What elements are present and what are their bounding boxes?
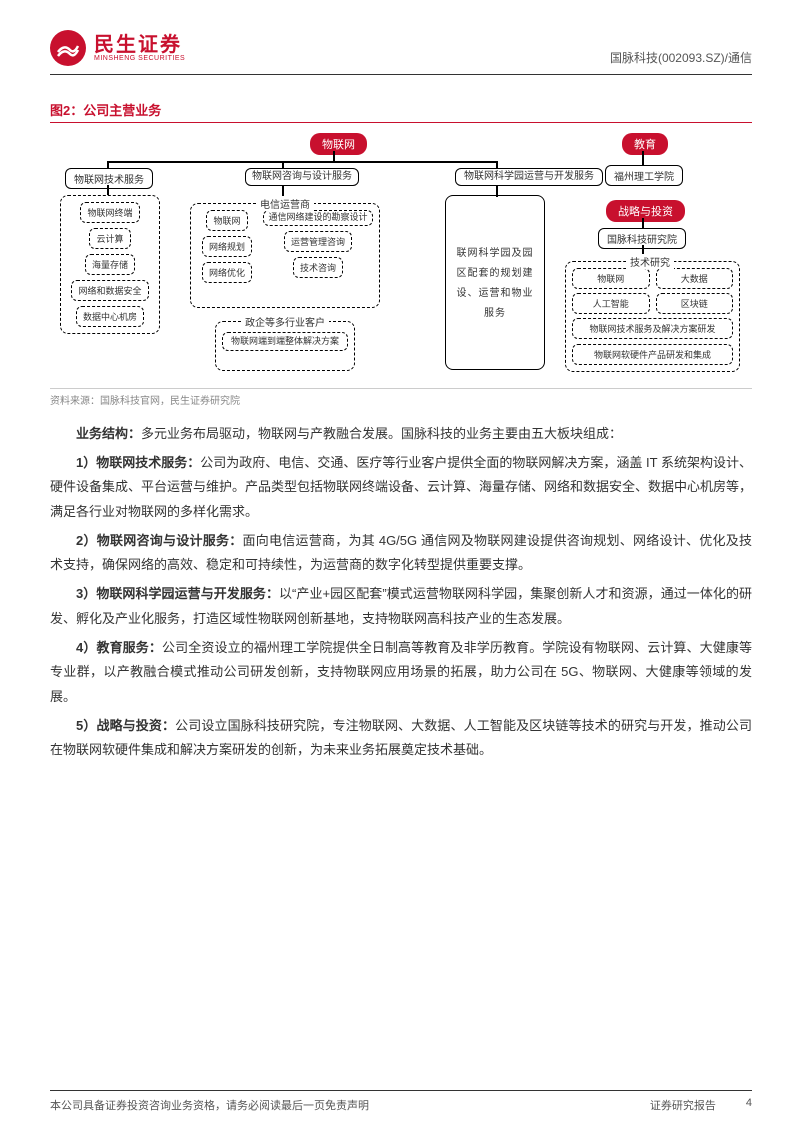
col3-body-box: 联网科学园及园区配套的规划建设、运营和物业服务 <box>445 195 545 370</box>
figure-title: 图2：公司主营业务 <box>50 100 752 123</box>
col2-item: 运营管理咨询 <box>284 231 352 252</box>
col1-header: 物联网技术服务 <box>65 168 153 189</box>
research-item: 物联网技术服务及解决方案研发 <box>572 318 733 339</box>
logo-icon <box>50 30 86 66</box>
col1-item: 海量存储 <box>85 254 135 275</box>
col4-research: 技术研究 物联网 大数据 人工智能 区块链 物联网技术服务及解决方案研发 物联网… <box>565 261 740 372</box>
col1-item: 云计算 <box>89 228 130 249</box>
research-item: 物联网 <box>572 268 650 289</box>
col2-header-text: 物联网咨询与设计服务 <box>252 171 352 182</box>
col1-container: 物联网终端 云计算 海量存储 网络和数据安全 数据中心机房 <box>60 195 160 334</box>
col2-sub1: 电信运营商 物联网 网络规划 网络优化 通信网络建设的勘察设计 运营管理咨询 技… <box>190 203 380 308</box>
footer-label: 证券研究报告 <box>650 1097 716 1113</box>
logo-text-en: MINSHENG SECURITIES <box>94 55 185 62</box>
col1-item: 物联网终端 <box>80 202 139 223</box>
col1-item: 网络和数据安全 <box>71 280 148 301</box>
col3-body: 联网科学园及园区配套的规划建设、运营和物业服务 <box>452 244 538 324</box>
page-header: 民生证券 MINSHENG SECURITIES 国脉科技(002093.SZ)… <box>50 30 752 75</box>
research-item: 物联网软硬件产品研发和集成 <box>572 344 733 365</box>
col2-item: 物联网端到端整体解决方案 <box>222 332 348 351</box>
logo-text-cn: 民生证券 <box>94 35 185 55</box>
pill-strategy: 战略与投资 <box>606 200 685 222</box>
business-diagram: 物联网 教育 战略与投资 物联网技术服务 物联网终端 云计算 海量存储 网络和数… <box>50 133 752 383</box>
p4-bold: 4）教育服务： <box>76 640 162 655</box>
col2-item: 网络规划 <box>202 236 252 257</box>
col4-edu: 福州理工学院 <box>605 165 683 186</box>
col1-item: 数据中心机房 <box>76 306 144 327</box>
header-stock-info: 国脉科技(002093.SZ)/通信 <box>610 49 752 66</box>
col3-header: 物联网科学园运营与开发服务 <box>455 168 603 186</box>
page-number: 4 <box>746 1097 752 1113</box>
footer-disclaimer: 本公司具备证券投资咨询业务资格，请务必阅读最后一页免责声明 <box>50 1097 369 1113</box>
col2-item: 通信网络建设的勘察设计 <box>263 210 372 226</box>
intro-bold: 业务结构： <box>76 426 141 441</box>
col2-sub1-label: 电信运营商 <box>256 196 314 211</box>
intro-rest: 多元业务布局驱动，物联网与产教融合发展。国脉科技的业务主要由五大板块组成： <box>141 426 622 441</box>
col2-item: 网络优化 <box>202 262 252 283</box>
logo-block: 民生证券 MINSHENG SECURITIES <box>50 30 185 66</box>
col2-item: 物联网 <box>206 210 247 231</box>
p1-bold: 1）物联网技术服务： <box>76 455 200 470</box>
page-footer: 本公司具备证券投资咨询业务资格，请务必阅读最后一页免责声明 证券研究报告 4 <box>50 1090 752 1113</box>
research-item: 人工智能 <box>572 293 650 314</box>
col4-research-label: 技术研究 <box>626 254 674 269</box>
p2-bold: 2）物联网咨询与设计服务： <box>76 533 242 548</box>
pill-iot: 物联网 <box>310 133 367 155</box>
col2-sub2-label: 政企等多行业客户 <box>241 314 329 329</box>
body-text: 业务结构：多元业务布局驱动，物联网与产教融合发展。国脉科技的业务主要由五大板块组… <box>50 422 752 763</box>
research-item: 大数据 <box>656 268 734 289</box>
p5-bold: 5）战略与投资： <box>76 718 175 733</box>
p3-bold: 3）物联网科学园运营与开发服务： <box>76 586 279 601</box>
col3-header-text: 物联网科学园运营与开发服务 <box>464 171 594 182</box>
research-item: 区块链 <box>656 293 734 314</box>
col2-item: 技术咨询 <box>293 257 343 278</box>
col2-header: 物联网咨询与设计服务 <box>245 168 359 186</box>
pill-edu: 教育 <box>622 133 668 155</box>
col2-sub2: 政企等多行业客户 物联网端到端整体解决方案 <box>215 321 355 371</box>
figure-caption: 资料来源：国脉科技官网，民生证券研究院 <box>50 388 752 407</box>
